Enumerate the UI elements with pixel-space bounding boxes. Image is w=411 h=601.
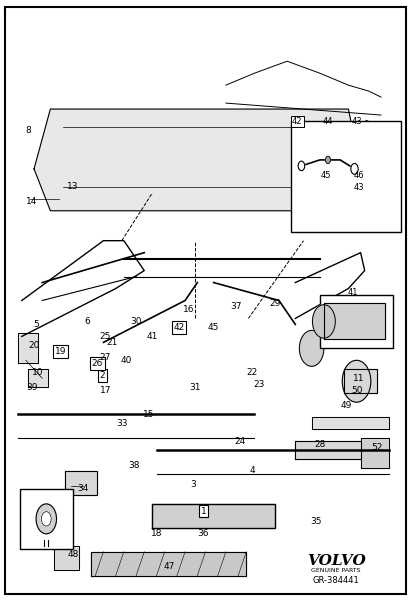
Text: 15: 15 [143,410,154,419]
Text: GENUINE PARTS: GENUINE PARTS [312,569,361,573]
Text: 45: 45 [208,323,219,332]
Text: 12: 12 [341,329,352,338]
Text: 39: 39 [26,383,38,392]
Text: 46: 46 [353,171,364,180]
Text: 36: 36 [198,529,209,538]
Polygon shape [91,552,246,576]
Bar [320,294,393,349]
Text: 22: 22 [247,368,258,377]
Circle shape [351,163,358,174]
Text: 7: 7 [358,338,363,347]
Circle shape [326,156,330,163]
Text: 2: 2 [100,371,106,380]
Text: 20: 20 [28,341,40,350]
Text: 10: 10 [32,368,44,377]
Text: 38: 38 [128,460,140,469]
Text: 44: 44 [335,188,346,197]
Text: 52: 52 [371,442,383,451]
Text: 29: 29 [269,299,281,308]
Text: 33: 33 [116,419,127,428]
Text: 48: 48 [67,551,79,560]
Text: 43: 43 [355,191,366,200]
Text: 31: 31 [189,383,201,392]
Text: 37: 37 [231,302,242,311]
Text: 44: 44 [323,117,333,126]
Text: 19: 19 [55,347,66,356]
Polygon shape [18,334,38,364]
Text: 24: 24 [235,436,246,445]
Polygon shape [312,417,389,429]
Circle shape [42,511,51,526]
Circle shape [312,305,335,338]
Text: 35: 35 [310,517,321,526]
Text: 43: 43 [351,117,362,126]
Polygon shape [344,369,377,393]
Text: 26: 26 [92,359,103,368]
Text: 1: 1 [201,507,206,516]
Text: 28: 28 [314,439,326,448]
Polygon shape [65,471,97,495]
Text: 42: 42 [173,323,185,332]
Text: 27: 27 [100,353,111,362]
Text: 43: 43 [353,183,364,192]
Text: 32: 32 [39,520,50,529]
Polygon shape [55,546,79,570]
Text: 42: 42 [292,117,302,126]
Text: 18: 18 [151,529,162,538]
Polygon shape [324,304,385,340]
Text: 4: 4 [249,466,255,475]
Text: 34: 34 [77,484,89,493]
Text: 8: 8 [25,126,31,135]
Text: 13: 13 [67,182,79,191]
Text: 41: 41 [147,332,158,341]
Text: 47: 47 [163,562,174,571]
Polygon shape [360,438,389,468]
Text: 3: 3 [190,480,196,489]
Text: 49: 49 [341,401,352,410]
Text: 5: 5 [33,320,39,329]
Polygon shape [34,109,360,211]
Text: 41: 41 [347,287,358,296]
Polygon shape [152,504,275,528]
Text: VOLVO: VOLVO [307,554,365,568]
Text: 25: 25 [100,332,111,341]
Text: 46: 46 [361,197,372,206]
Bar [291,121,402,232]
Circle shape [298,161,305,171]
Text: 30: 30 [130,317,142,326]
Text: 45: 45 [321,171,331,180]
Text: 16: 16 [183,305,195,314]
Text: 11: 11 [353,374,364,383]
Text: GR-384441: GR-384441 [313,576,360,585]
Text: 40: 40 [120,356,132,365]
Text: 50: 50 [351,386,362,395]
Text: 23: 23 [253,380,264,389]
Text: 6: 6 [84,317,90,326]
Text: 9: 9 [364,120,369,129]
Text: 14: 14 [26,197,38,206]
Circle shape [299,331,324,366]
Polygon shape [28,369,48,387]
Polygon shape [296,441,360,459]
Circle shape [36,504,56,534]
Text: 17: 17 [100,386,111,395]
Circle shape [342,361,371,402]
Text: 21: 21 [106,338,117,347]
Bar [20,489,73,549]
